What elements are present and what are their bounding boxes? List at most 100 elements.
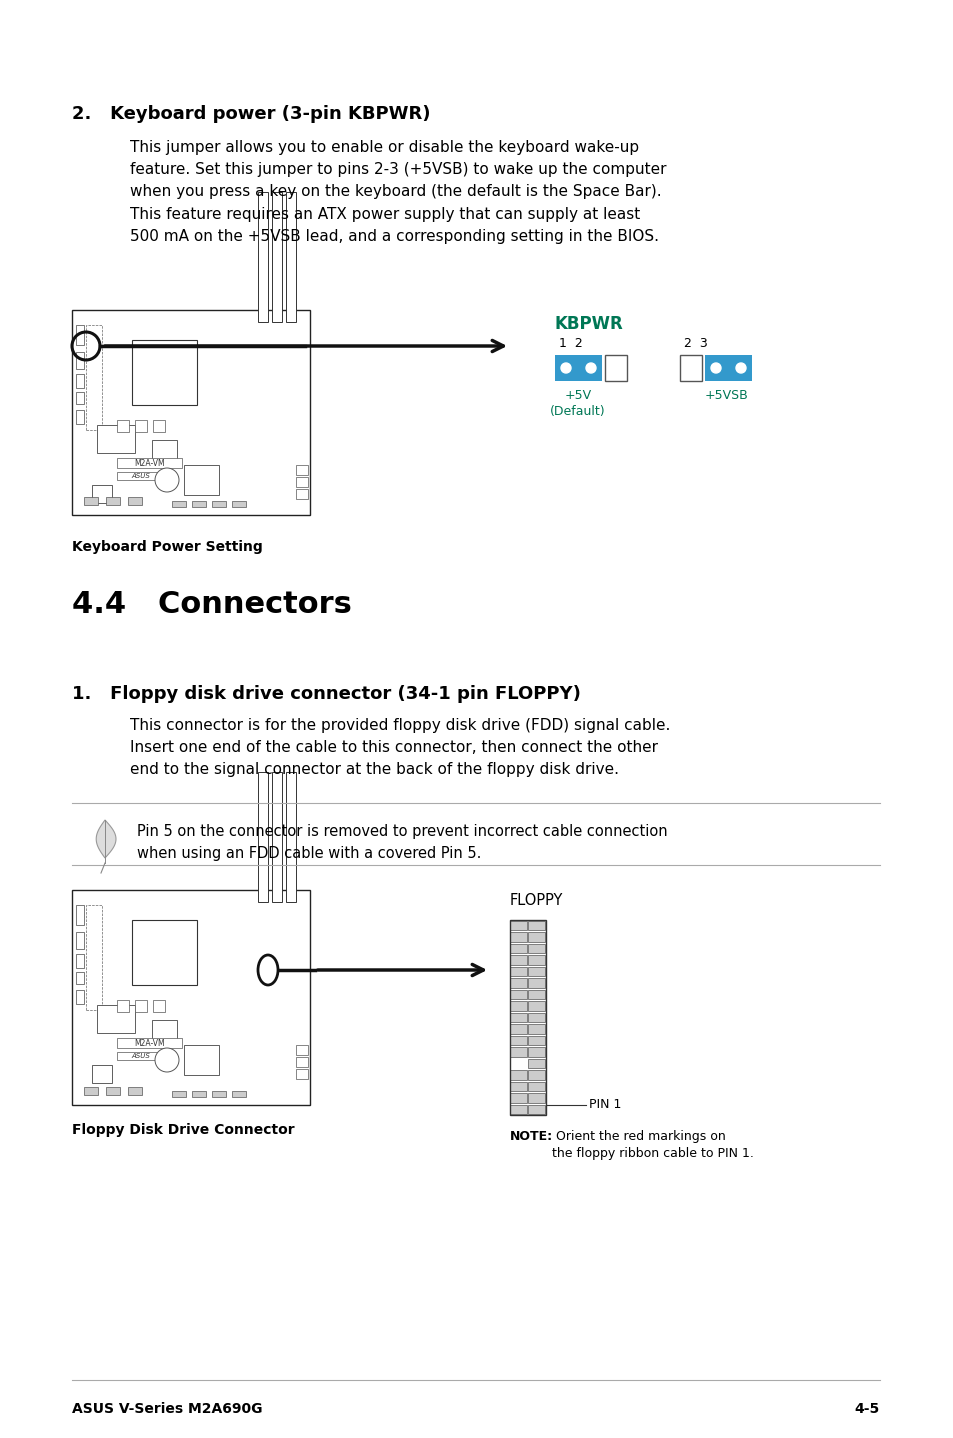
Text: M2A-VM: M2A-VM bbox=[134, 1038, 165, 1047]
Bar bbox=[97, 426, 135, 453]
Bar bbox=[84, 1087, 98, 1094]
Bar bbox=[212, 500, 226, 508]
Bar bbox=[528, 978, 545, 988]
Bar bbox=[117, 1038, 182, 1048]
Text: M2A-VM: M2A-VM bbox=[134, 459, 165, 467]
Text: This connector is for the provided floppy disk drive (FDD) signal cable.
Insert : This connector is for the provided flopp… bbox=[130, 718, 670, 778]
Bar bbox=[286, 772, 295, 902]
Bar bbox=[76, 953, 84, 968]
Text: 2  3: 2 3 bbox=[683, 336, 707, 349]
Bar bbox=[172, 1091, 186, 1097]
Bar bbox=[510, 966, 526, 976]
Bar bbox=[510, 932, 526, 942]
Bar bbox=[510, 1081, 526, 1091]
Text: 4.4   Connectors: 4.4 Connectors bbox=[71, 590, 352, 618]
Bar bbox=[86, 325, 102, 430]
Bar bbox=[528, 1047, 545, 1057]
Bar bbox=[76, 393, 84, 404]
Bar bbox=[295, 1068, 308, 1078]
Text: 1  2: 1 2 bbox=[558, 336, 582, 349]
Bar bbox=[528, 1001, 545, 1011]
Bar bbox=[528, 943, 545, 953]
Bar bbox=[704, 355, 751, 381]
Bar bbox=[76, 352, 84, 370]
Text: ASUS V-Series M2A690G: ASUS V-Series M2A690G bbox=[71, 1402, 262, 1416]
Bar bbox=[135, 420, 147, 431]
Bar bbox=[510, 1001, 526, 1011]
Bar bbox=[117, 472, 165, 480]
Text: +5VSB: +5VSB bbox=[704, 390, 748, 403]
Bar bbox=[295, 1057, 308, 1067]
Text: Pin 5 on the connector is removed to prevent incorrect cable connection
when usi: Pin 5 on the connector is removed to pre… bbox=[137, 824, 667, 861]
Bar bbox=[528, 920, 545, 930]
Bar bbox=[192, 500, 206, 508]
Bar bbox=[510, 955, 526, 965]
Bar bbox=[184, 1045, 219, 1076]
Bar bbox=[132, 339, 196, 406]
Bar bbox=[295, 489, 308, 499]
Bar bbox=[510, 1047, 526, 1057]
Bar bbox=[232, 500, 246, 508]
Bar bbox=[71, 311, 310, 515]
Text: Orient the red markings on
the floppy ribbon cable to PIN 1.: Orient the red markings on the floppy ri… bbox=[552, 1130, 753, 1160]
Circle shape bbox=[735, 362, 745, 372]
Bar bbox=[257, 193, 268, 322]
Bar bbox=[510, 1070, 526, 1080]
Bar bbox=[528, 932, 545, 942]
Text: Floppy Disk Drive Connector: Floppy Disk Drive Connector bbox=[71, 1123, 294, 1137]
Bar bbox=[97, 1005, 135, 1032]
Bar bbox=[128, 1087, 142, 1094]
Bar bbox=[510, 1093, 526, 1103]
Bar bbox=[128, 498, 142, 505]
Bar bbox=[91, 1066, 112, 1083]
Bar bbox=[510, 1012, 526, 1022]
Bar bbox=[528, 1012, 545, 1022]
Bar bbox=[192, 1091, 206, 1097]
Bar bbox=[84, 498, 98, 505]
Bar bbox=[510, 1104, 526, 1114]
Bar bbox=[528, 1035, 545, 1045]
Bar bbox=[106, 498, 120, 505]
Bar bbox=[184, 464, 219, 495]
Bar bbox=[117, 1053, 165, 1060]
Circle shape bbox=[710, 362, 720, 372]
Bar bbox=[272, 193, 282, 322]
Bar bbox=[212, 1091, 226, 1097]
Bar bbox=[152, 420, 165, 431]
Bar bbox=[106, 1087, 120, 1094]
Bar bbox=[152, 1020, 177, 1043]
Bar bbox=[172, 500, 186, 508]
Text: NOTE:: NOTE: bbox=[510, 1130, 553, 1143]
Bar bbox=[510, 920, 526, 930]
Bar bbox=[117, 420, 129, 431]
Text: FLOPPY: FLOPPY bbox=[510, 893, 563, 907]
Bar bbox=[510, 1024, 526, 1034]
Bar bbox=[76, 410, 84, 424]
Bar bbox=[510, 989, 526, 999]
Bar bbox=[76, 325, 84, 345]
Text: PIN 1: PIN 1 bbox=[588, 1099, 620, 1112]
Bar bbox=[257, 772, 268, 902]
Bar bbox=[117, 457, 182, 467]
Bar bbox=[528, 955, 545, 965]
Text: KBPWR: KBPWR bbox=[555, 315, 623, 334]
Bar bbox=[295, 1045, 308, 1055]
Text: ASUS: ASUS bbox=[132, 473, 151, 479]
Text: Keyboard Power Setting: Keyboard Power Setting bbox=[71, 541, 262, 554]
Bar bbox=[286, 193, 295, 322]
Bar bbox=[86, 905, 102, 1009]
Bar bbox=[295, 464, 308, 475]
Bar bbox=[528, 1093, 545, 1103]
Text: This jumper allows you to enable or disable the keyboard wake-up
feature. Set th: This jumper allows you to enable or disa… bbox=[130, 139, 666, 244]
Text: 4-5: 4-5 bbox=[854, 1402, 879, 1416]
Bar bbox=[91, 485, 112, 503]
Bar bbox=[132, 920, 196, 985]
Bar bbox=[76, 932, 84, 949]
Bar bbox=[528, 1058, 545, 1068]
Circle shape bbox=[686, 364, 695, 372]
Bar bbox=[272, 772, 282, 902]
Bar bbox=[510, 920, 545, 1114]
Bar bbox=[604, 355, 626, 381]
Circle shape bbox=[560, 362, 571, 372]
Bar bbox=[510, 978, 526, 988]
